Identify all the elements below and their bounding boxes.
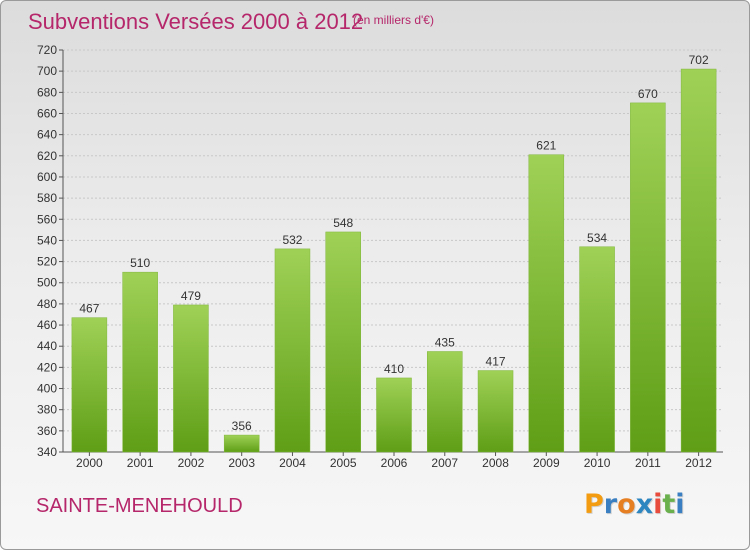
bar-2001 (122, 271, 158, 453)
x-tick-label-2010: 2010 (584, 456, 611, 470)
bar-2010 (579, 246, 615, 453)
value-label-2009: 621 (536, 139, 556, 153)
y-tick-label: 620 (37, 149, 57, 163)
value-label-2000: 467 (79, 302, 99, 316)
value-label-2004: 532 (282, 233, 302, 247)
logo-letter: t (662, 489, 676, 520)
chart-title: Subventions Versées 2000 à 2012 (28, 9, 364, 34)
y-tick-label: 360 (37, 424, 57, 438)
x-tick-label-2005: 2005 (330, 456, 357, 470)
x-tick-label-2008: 2008 (482, 456, 509, 470)
bar-2002 (173, 304, 209, 453)
logo-letter: i (675, 489, 685, 520)
x-tick-label-2011: 2011 (635, 456, 661, 470)
value-label-2012: 702 (689, 53, 709, 67)
value-label-2006: 410 (384, 362, 404, 376)
chart-subtitle: (en milliers d'€) (353, 13, 434, 27)
bar-2000 (71, 317, 108, 453)
y-tick-labels: 340 360 380 400 420 440 460 480 500 520 540 560 580 6… (37, 43, 57, 459)
x-tick-label-2002: 2002 (178, 456, 205, 470)
y-tick-label: 440 (37, 339, 57, 353)
value-label-2001: 510 (130, 256, 150, 270)
grid-lines (59, 49, 723, 453)
x-tick-label-2007: 2007 (431, 456, 458, 470)
bar-2006 (376, 377, 412, 453)
y-tick-label: 520 (37, 255, 57, 269)
x-tick-label-2006: 2006 (381, 456, 408, 470)
y-tick-label: 400 (37, 382, 57, 396)
x-tick-label-2012: 2012 (685, 456, 712, 470)
bar-2004 (274, 248, 311, 453)
proxiti-logo[interactable]: Proxiti (584, 489, 685, 520)
y-tick-label: 480 (37, 297, 57, 311)
bar-2012 (680, 68, 717, 453)
y-tick-label: 340 (37, 445, 57, 459)
y-tick-label: 420 (37, 360, 57, 374)
logo-letter: P (584, 489, 604, 520)
value-label-2002: 479 (181, 289, 201, 303)
y-tick-label: 560 (37, 212, 57, 226)
y-tick-label: 680 (37, 85, 57, 99)
y-tick-label: 700 (37, 64, 57, 78)
logo-letter: o (617, 489, 636, 520)
value-labels: 467 510 479 356 532 548 410 435 417 621 534 670 702 (79, 53, 709, 433)
value-label-2005: 548 (333, 216, 353, 230)
x-tick-label-2004: 2004 (279, 456, 306, 470)
y-tick-label: 540 (37, 233, 57, 247)
city-name: SAINTE-MENEHOULD (36, 495, 243, 517)
bar-2007 (427, 351, 463, 453)
bar-2011 (630, 102, 666, 453)
y-tick-label: 640 (37, 128, 57, 142)
y-tick-label: 380 (37, 403, 57, 417)
logo-letter: i (653, 489, 663, 520)
value-label-2008: 417 (486, 355, 506, 369)
logo-letter: r (603, 489, 618, 520)
y-tick-label: 580 (37, 191, 57, 205)
y-tick-label: 720 (37, 43, 57, 57)
y-tick-label: 460 (37, 318, 57, 332)
bar-2009 (528, 154, 565, 453)
value-label-2003: 356 (232, 419, 252, 433)
x-tick-labels: 2000 2001 2002 2003 2004 2005 2006 2007 2008 2009… (76, 456, 712, 470)
bars (71, 68, 717, 453)
value-label-2010: 534 (587, 231, 607, 245)
value-label-2011: 670 (638, 87, 658, 101)
x-tick-label-2001: 2001 (127, 456, 154, 470)
y-tick-label: 600 (37, 170, 57, 184)
x-tick-label-2009: 2009 (533, 456, 560, 470)
logo-letter: x (635, 489, 654, 520)
bar-2003 (223, 434, 260, 453)
x-tick-label-2000: 2000 (76, 456, 103, 470)
y-tick-label: 660 (37, 106, 57, 120)
value-label-2007: 435 (435, 336, 455, 350)
y-tick-label: 500 (37, 276, 57, 290)
bar-2005 (325, 231, 361, 453)
x-tick-label-2003: 2003 (228, 456, 255, 470)
bar-2008 (477, 370, 514, 453)
